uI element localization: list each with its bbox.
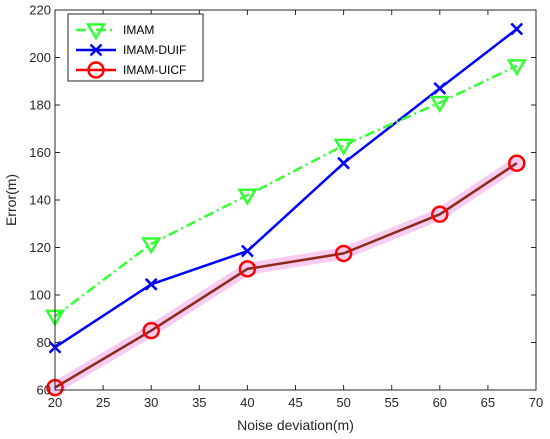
data-point: [237, 188, 258, 206]
x-marker-stroke: [144, 277, 158, 291]
data-point: [144, 277, 158, 291]
x-marker-stroke: [241, 244, 254, 258]
data-point: [334, 244, 353, 263]
legend-label-imam-duif: IMAM-DUIF: [123, 43, 186, 57]
x-tick-label: 70: [529, 395, 543, 410]
x-tick-label: 50: [336, 395, 350, 410]
y-tick-label: 120: [29, 240, 51, 255]
x-marker-stroke: [89, 43, 103, 57]
data-point: [241, 244, 254, 258]
tick-layer: 20 25 30 35 40 45 50 55 60 65 70 60 80 100 120 140 160 18…: [29, 3, 543, 411]
y-axis-title: Error(m): [3, 174, 19, 226]
x-tick-label: 65: [481, 395, 495, 410]
x-tick-label: 60: [433, 395, 447, 410]
series-line: [54, 162, 518, 389]
x-marker-stroke: [510, 22, 524, 36]
data-point: [333, 138, 354, 156]
x-marker-stroke: [337, 156, 350, 170]
series-line: [54, 64, 518, 318]
x-tick-label: 45: [288, 395, 302, 410]
x-tick-label: 30: [144, 395, 158, 410]
y-tick-label: 200: [29, 50, 51, 65]
series-imam-duif: [48, 22, 524, 354]
data-point: [510, 22, 524, 36]
data-point: [429, 95, 450, 114]
x-tick-label: 55: [384, 395, 398, 410]
data-point: [141, 237, 162, 255]
y-tick-label: 180: [29, 98, 51, 113]
data-point: [506, 59, 527, 77]
y-tick-label: 60: [37, 383, 51, 398]
legend-marker-imam: [85, 23, 107, 41]
legend-label-imam: IMAM: [123, 23, 154, 37]
x-tick-label: 20: [48, 395, 62, 410]
plot-layer: [44, 22, 527, 397]
data-point: [238, 260, 257, 278]
x-tick-label: 25: [96, 395, 110, 410]
legend-label-imam-uicf: IMAM-UICF: [123, 63, 186, 77]
legend-marker-imam-duif: [89, 43, 103, 57]
series-line: [54, 28, 518, 349]
data-point: [337, 156, 350, 170]
y-tick-label: 160: [29, 145, 51, 160]
series-imam-uicf: [46, 154, 526, 397]
x-tick-label: 40: [240, 395, 254, 410]
data-point: [431, 205, 449, 223]
data-point: [508, 154, 526, 172]
legend-marker-imam-uicf: [87, 61, 105, 79]
data-point: [142, 321, 160, 340]
y-tick-label: 140: [29, 193, 51, 208]
y-tick-label: 220: [29, 3, 51, 18]
x-marker-stroke: [433, 81, 447, 95]
x-tick-label: 35: [192, 395, 206, 410]
legend: IMAM IMAM-DUIF IMAM-UICF: [67, 13, 204, 82]
y-tick-label: 80: [37, 335, 51, 350]
data-point: [433, 81, 447, 95]
x-axis-title: Noise deviation(m): [237, 417, 354, 433]
y-tick-label: 100: [29, 288, 51, 303]
